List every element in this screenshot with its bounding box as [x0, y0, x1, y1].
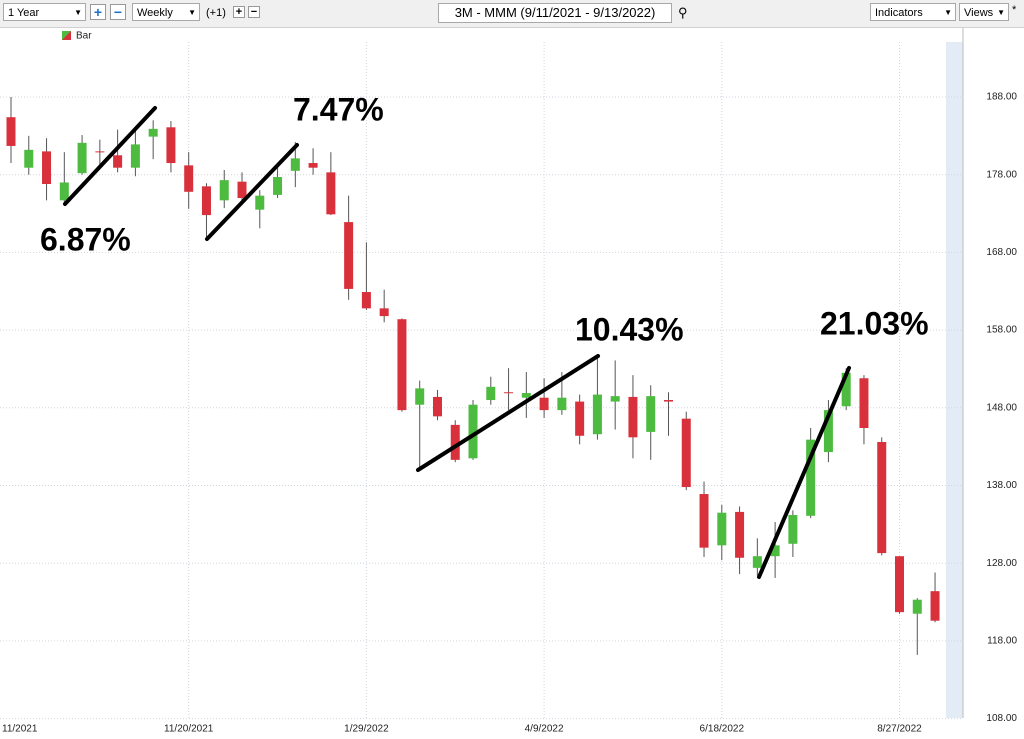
y-tick-label: 178.00 — [986, 169, 1017, 180]
candle-body — [432, 396, 442, 417]
candle-body — [95, 151, 105, 153]
candle-body — [130, 144, 140, 168]
candle-body — [308, 163, 318, 168]
candle-body — [397, 319, 407, 411]
zoom-out[interactable]: − — [110, 4, 126, 20]
annotation: 10.43% — [575, 311, 684, 347]
candle-body — [575, 401, 585, 436]
x-tick-label: 6/18/2022 — [700, 724, 745, 735]
candle-body — [148, 128, 158, 137]
future-zone — [946, 42, 963, 718]
candle-body — [273, 177, 283, 195]
period-select[interactable]: 1 Year — [3, 3, 86, 22]
candle-body — [735, 511, 745, 558]
candle-body — [788, 515, 798, 544]
offset-plus[interactable]: + — [233, 6, 245, 18]
legend-label: Bar — [76, 31, 92, 42]
candle-body — [450, 424, 460, 460]
candle-body — [201, 186, 211, 216]
offset: (+1) — [206, 7, 226, 19]
offset-minus[interactable]: − — [248, 6, 260, 18]
candle-body — [326, 172, 336, 215]
trend-line — [205, 143, 299, 241]
candle-body — [557, 397, 567, 411]
candle-body — [859, 378, 869, 428]
candle-body — [6, 117, 16, 146]
y-tick-label: 158.00 — [986, 325, 1017, 336]
candle-body — [255, 195, 265, 210]
candle-body — [237, 181, 247, 199]
y-tick-label: 118.00 — [987, 636, 1017, 647]
y-tick-label: 168.00 — [986, 247, 1017, 258]
candle-body — [415, 388, 425, 405]
candle-body — [344, 222, 354, 289]
candle-body — [806, 439, 816, 516]
candle-body — [59, 182, 69, 201]
candle-body — [610, 396, 620, 402]
y-tick-label: 128.00 — [986, 558, 1017, 569]
x-tick-label: 11/20/2021 — [164, 724, 214, 735]
y-tick-label: 138.00 — [986, 480, 1017, 491]
candle-body — [699, 494, 709, 548]
modified-mark: * — [1012, 4, 1017, 16]
search-icon[interactable]: ⚲ — [678, 5, 688, 20]
candle-body — [468, 404, 478, 459]
candle-body — [912, 599, 922, 614]
indicators-select[interactable]: Indicators — [870, 3, 956, 22]
candle-body — [113, 155, 123, 168]
candle-body — [290, 158, 300, 171]
x-tick-label: 8/27/2022 — [877, 724, 922, 735]
annotation: 7.47% — [293, 91, 384, 127]
candle-body — [663, 400, 673, 402]
candle-body — [681, 418, 691, 488]
candle-body — [717, 512, 727, 546]
candle-body — [77, 142, 87, 174]
candle-body — [752, 556, 762, 568]
candle-body — [539, 397, 549, 411]
candle-body — [895, 556, 904, 613]
symbol-box[interactable]: 3M - MMM (9/11/2021 - 9/13/2022) — [438, 3, 672, 23]
trend-line — [416, 354, 600, 472]
x-tick-label: 11/2021 — [2, 724, 38, 735]
legend-swatch-down — [62, 31, 71, 40]
candle-body — [361, 292, 371, 309]
candle-body — [379, 308, 389, 317]
y-tick-label: 188.00 — [986, 92, 1017, 103]
candle-body — [841, 372, 851, 407]
candle-body — [646, 396, 656, 432]
annotation: 6.87% — [40, 221, 131, 257]
candle-body — [504, 392, 514, 394]
candle-body — [628, 396, 638, 438]
candle-body — [930, 591, 940, 621]
x-tick-label: 4/9/2022 — [525, 724, 564, 735]
candle-body — [592, 394, 602, 435]
x-tick-label: 1/29/2022 — [344, 724, 389, 735]
zoom-in[interactable]: + — [90, 4, 106, 20]
candle-body — [219, 180, 229, 201]
y-tick-label: 148.00 — [986, 402, 1017, 413]
toolbar: 1 Year + − Weekly (+1) + − 3M - MMM (9/1… — [0, 0, 1024, 28]
y-tick-label: 108.00 — [986, 713, 1017, 724]
interval-select[interactable]: Weekly — [132, 3, 200, 22]
trend-line — [63, 106, 157, 206]
candle-body — [486, 386, 496, 401]
candle-body — [166, 127, 176, 164]
annotation: 21.03% — [820, 305, 929, 341]
views-select[interactable]: Views — [959, 3, 1009, 22]
candle-body — [770, 545, 780, 557]
candle-body — [24, 149, 34, 168]
candle-body — [184, 165, 194, 192]
candle-body — [521, 393, 531, 398]
candle-body — [823, 410, 833, 453]
candle-body — [877, 441, 887, 554]
trend-line — [757, 366, 851, 579]
candle-body — [42, 151, 52, 185]
